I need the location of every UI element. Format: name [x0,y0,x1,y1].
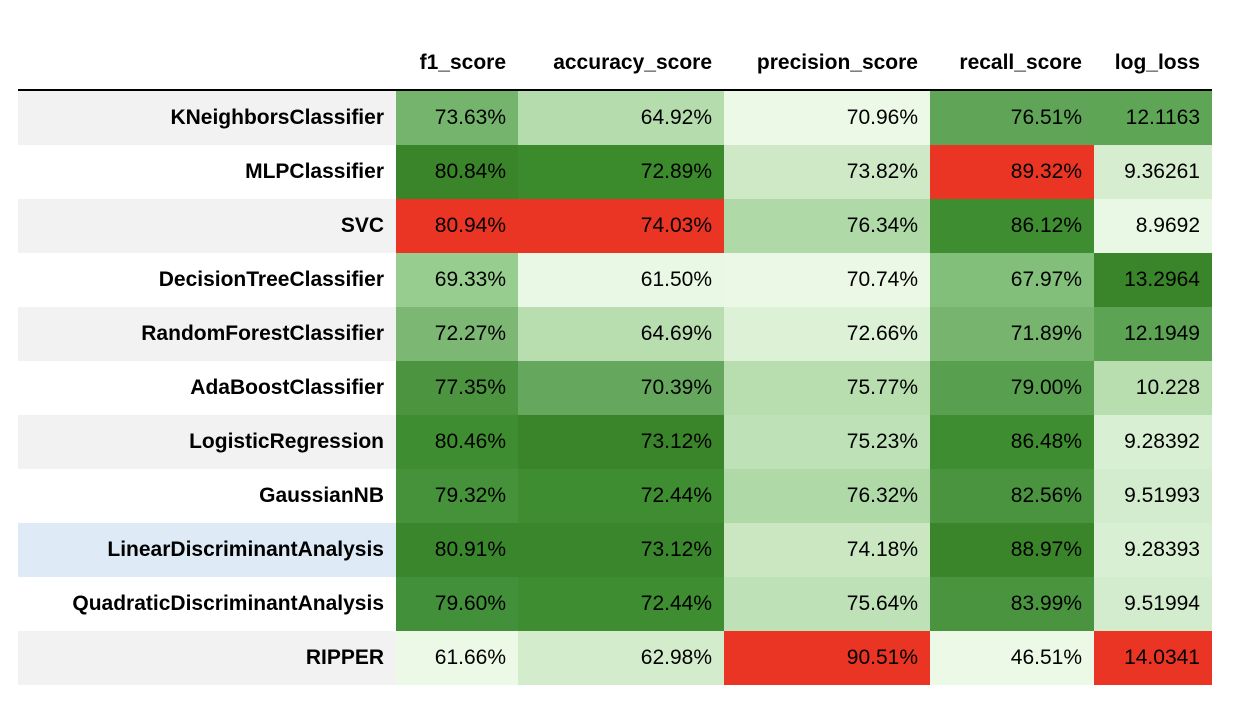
metric-cell: 79.60% [396,577,518,631]
row-label: RIPPER [18,631,396,685]
metric-cell: 46.51% [930,631,1094,685]
metric-cell: 80.94% [396,199,518,253]
table-row: MLPClassifier 80.84% 72.89% 73.82% 89.32% 9.3… [18,145,1212,199]
row-label: AdaBoostClassifier [18,361,396,415]
metric-cell: 86.12% [930,199,1094,253]
metric-cell: 12.1163 [1094,90,1212,145]
metric-cell: 10.228 [1094,361,1212,415]
header-log-loss: log_loss [1114,50,1200,74]
table-row: KNeighborsClassifier 73.63% 64.92% 70.96% 76… [18,90,1212,145]
metric-cell: 76.51% [930,90,1094,145]
metric-cell: 77.35% [396,361,518,415]
metric-cell: 75.23% [724,415,930,469]
row-label: GaussianNB [18,469,396,523]
table-body: KNeighborsClassifier 73.63% 64.92% 70.96% 76… [18,90,1212,685]
metric-cell: 13.2964 [1094,253,1212,307]
metric-cell: 72.44% [518,469,724,523]
table-row: QuadraticDiscriminantAnalysis 79.60% 72.44… [18,577,1212,631]
metric-cell: 79.00% [930,361,1094,415]
row-label: KNeighborsClassifier [18,90,396,145]
table-row: SVC 80.94% 74.03% 76.34% 86.12% 8.9692 [18,199,1212,253]
metric-cell: 14.0341 [1094,631,1212,685]
metric-cell: 86.48% [930,415,1094,469]
table-header: f1_score accuracy_score precision_score … [18,36,1212,90]
metric-cell: 70.96% [724,90,930,145]
row-label: QuadraticDiscriminantAnalysis [18,577,396,631]
metric-cell: 61.66% [396,631,518,685]
metric-cell: 73.12% [518,415,724,469]
metric-cell: 82.56% [930,469,1094,523]
table-row: LinearDiscriminantAnalysis 80.91% 73.12% 74… [18,523,1212,577]
metric-cell: 9.28393 [1094,523,1212,577]
metric-cell: 83.99% [930,577,1094,631]
metric-cell: 76.34% [724,199,930,253]
table-row: AdaBoostClassifier 77.35% 70.39% 75.77% 79.0… [18,361,1212,415]
metric-cell: 88.97% [930,523,1094,577]
metric-cell: 80.91% [396,523,518,577]
metric-cell: 71.89% [930,307,1094,361]
metric-cell: 72.44% [518,577,724,631]
metric-cell: 75.77% [724,361,930,415]
model-metrics-table: f1_score accuracy_score precision_score … [18,36,1212,685]
header-recall-score: recall_score [959,50,1082,74]
metric-cell: 8.9692 [1094,199,1212,253]
metric-cell: 64.92% [518,90,724,145]
metric-cell: 80.46% [396,415,518,469]
metric-cell: 72.27% [396,307,518,361]
metric-cell: 72.66% [724,307,930,361]
metric-cell: 75.64% [724,577,930,631]
table-row: RandomForestClassifier 72.27% 64.69% 72.66%… [18,307,1212,361]
table-row: GaussianNB 79.32% 72.44% 76.32% 82.56% 9.5199… [18,469,1212,523]
row-label: MLPClassifier [18,145,396,199]
metric-cell: 72.89% [518,145,724,199]
header-accuracy-score: accuracy_score [553,50,712,74]
table-row: DecisionTreeClassifier 69.33% 61.50% 70.74%… [18,253,1212,307]
metric-cell: 69.33% [396,253,518,307]
metric-cell: 74.03% [518,199,724,253]
metric-cell: 89.32% [930,145,1094,199]
metric-cell: 76.32% [724,469,930,523]
metric-cell: 9.51993 [1094,469,1212,523]
metric-cell: 12.1949 [1094,307,1212,361]
metric-cell: 61.50% [518,253,724,307]
metric-cell: 73.82% [724,145,930,199]
header-f1-score: f1_score [419,50,506,74]
header-index-corner [18,36,396,90]
table-row: LogisticRegression 80.46% 73.12% 75.23% 86.4… [18,415,1212,469]
table-row: RIPPER 61.66% 62.98% 90.51% 46.51% 14.0341 [18,631,1212,685]
metric-cell: 73.12% [518,523,724,577]
metric-cell: 90.51% [724,631,930,685]
row-label: DecisionTreeClassifier [18,253,396,307]
metric-cell: 73.63% [396,90,518,145]
metric-cell: 74.18% [724,523,930,577]
metric-cell: 70.39% [518,361,724,415]
metric-cell: 79.32% [396,469,518,523]
metric-cell: 62.98% [518,631,724,685]
metric-cell: 9.51994 [1094,577,1212,631]
row-label: LinearDiscriminantAnalysis [18,523,396,577]
metric-cell: 70.74% [724,253,930,307]
metric-cell: 67.97% [930,253,1094,307]
metric-cell: 80.84% [396,145,518,199]
header-precision-score: precision_score [756,50,918,74]
metric-cell: 9.28392 [1094,415,1212,469]
metric-cell: 64.69% [518,307,724,361]
row-label: SVC [18,199,396,253]
metric-cell: 9.36261 [1094,145,1212,199]
row-label: LogisticRegression [18,415,396,469]
row-label: RandomForestClassifier [18,307,396,361]
